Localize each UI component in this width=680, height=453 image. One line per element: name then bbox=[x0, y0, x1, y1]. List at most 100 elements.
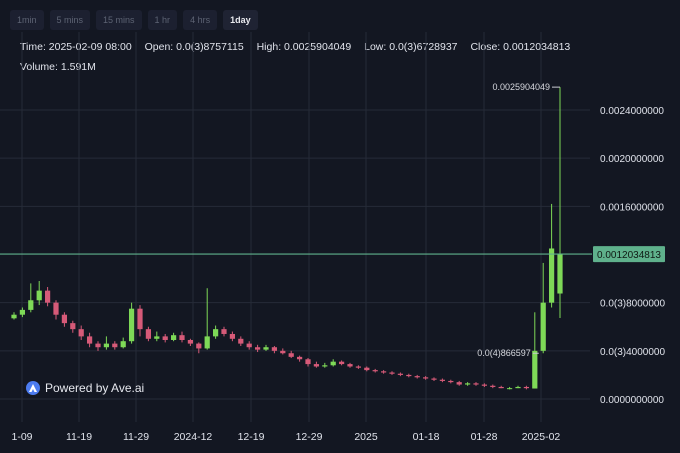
candle-body bbox=[364, 367, 370, 371]
candle-body bbox=[439, 379, 446, 381]
timeframe-button-2[interactable]: 15 mins bbox=[96, 10, 142, 30]
candle-body bbox=[380, 371, 387, 373]
x-tick-label: 12-29 bbox=[296, 431, 323, 443]
x-tick-label: 01-18 bbox=[413, 431, 440, 443]
candle-body bbox=[238, 338, 244, 344]
candle-body bbox=[296, 356, 303, 360]
min-price-label: 0.0(4)866597 bbox=[477, 348, 531, 358]
ohlc-open: Open: 0.0(3)8757115 bbox=[144, 41, 244, 53]
timeframe-button-1[interactable]: 5 mins bbox=[49, 10, 91, 30]
candle-body bbox=[322, 365, 328, 367]
brand-label: Powered by Ave.ai bbox=[45, 381, 145, 395]
candle-body bbox=[187, 339, 194, 344]
candle-body bbox=[506, 388, 513, 390]
candle-body bbox=[389, 372, 395, 374]
candle-body bbox=[406, 374, 412, 377]
timeframe-button-5[interactable]: 1day bbox=[223, 10, 258, 30]
candle-body bbox=[288, 353, 294, 357]
max-price-label: 0.0025904049 bbox=[492, 82, 550, 92]
candle-body bbox=[473, 383, 479, 385]
ohlc-time: Time: 2025-02-09 08:00 bbox=[20, 41, 132, 53]
y-tick-label: 0.0020000000 bbox=[600, 154, 664, 165]
candle-body bbox=[254, 347, 261, 350]
candle-body bbox=[204, 336, 210, 349]
candle-body bbox=[137, 308, 143, 330]
timeframe-button-3[interactable]: 1 hr bbox=[147, 10, 178, 30]
timeframe-button-4[interactable]: 4 hrs bbox=[183, 10, 218, 30]
candle-body bbox=[11, 314, 17, 319]
candle-body bbox=[347, 364, 353, 367]
candle-body bbox=[448, 380, 454, 383]
y-tick-label: 0.0000000000 bbox=[600, 395, 664, 406]
candle-body bbox=[103, 343, 110, 348]
candle-body bbox=[338, 361, 345, 365]
candle-body bbox=[221, 329, 227, 334]
candle-body bbox=[414, 376, 420, 378]
volume-readout: Volume: 1.591M bbox=[20, 61, 106, 73]
ohlc-volume: Volume: 1.591M bbox=[20, 61, 96, 73]
x-tick-label: 12-19 bbox=[238, 431, 265, 443]
candle-body bbox=[271, 347, 278, 351]
candle-body bbox=[28, 300, 34, 310]
candle-body bbox=[313, 364, 320, 367]
x-tick-label: 2025 bbox=[354, 431, 378, 443]
timeframe-toolbar: 1min 5 mins 15 mins 1 hr 4 hrs 1day bbox=[10, 10, 258, 30]
y-tick-label: 0.0024000000 bbox=[600, 106, 664, 117]
candle-body bbox=[548, 248, 555, 303]
ohlc-close: Close: 0.0012034813 bbox=[470, 41, 571, 53]
brand-badge: Powered by Ave.ai bbox=[26, 378, 144, 398]
current-price-label: 0.0012034813 bbox=[597, 250, 661, 261]
candle-body bbox=[128, 308, 135, 342]
x-tick-label: 1-09 bbox=[11, 431, 32, 443]
candle-body bbox=[70, 323, 76, 330]
x-tick-label: 11-19 bbox=[66, 431, 92, 443]
candle-body bbox=[95, 343, 101, 348]
candle-body bbox=[431, 378, 437, 380]
candle-body bbox=[464, 383, 471, 385]
candle-body bbox=[557, 254, 563, 294]
candle-body bbox=[120, 341, 126, 348]
ave-logo-icon bbox=[26, 381, 40, 395]
current-price-tag bbox=[593, 246, 665, 263]
candle-body bbox=[498, 386, 504, 389]
candle-body bbox=[540, 302, 546, 351]
candle-body bbox=[112, 343, 118, 348]
x-tick-label: 11-29 bbox=[123, 431, 149, 443]
candle-body bbox=[229, 333, 236, 339]
candle-body bbox=[53, 302, 59, 315]
candle-body bbox=[145, 329, 152, 339]
candle-body bbox=[372, 370, 378, 372]
candle-body bbox=[523, 386, 530, 389]
candle-body bbox=[456, 382, 462, 385]
candle-body bbox=[515, 386, 521, 389]
y-tick-label: 0.0016000000 bbox=[600, 202, 664, 213]
candle-body bbox=[162, 336, 168, 340]
y-tick-label: 0.0(3)4000000 bbox=[600, 347, 665, 358]
candle-body bbox=[397, 373, 404, 375]
candle-body bbox=[170, 335, 177, 340]
candle-body bbox=[305, 359, 311, 365]
candle-body bbox=[36, 290, 42, 301]
candle-body bbox=[61, 314, 68, 324]
ohlc-readout: Time: 2025-02-09 08:00 Open: 0.0(3)87571… bbox=[20, 41, 580, 53]
candle-body bbox=[490, 385, 496, 387]
x-tick-label: 2025-02 bbox=[522, 431, 561, 443]
y-tick-label: 0.0(3)8000000 bbox=[600, 299, 665, 310]
candle-body bbox=[154, 336, 160, 339]
candle-body bbox=[179, 335, 185, 340]
timeframe-button-0[interactable]: 1min bbox=[10, 10, 44, 30]
ohlc-low: Low: 0.0(3)6728937 bbox=[364, 41, 458, 53]
candle-body bbox=[86, 336, 93, 344]
candle-body bbox=[280, 350, 286, 354]
candle-body bbox=[330, 361, 336, 366]
candle-body bbox=[481, 384, 488, 386]
candle-body bbox=[422, 377, 429, 379]
candle-body bbox=[246, 343, 252, 348]
candle-body bbox=[263, 347, 269, 350]
candle-body bbox=[196, 343, 202, 349]
candle-body bbox=[212, 329, 219, 337]
candle-body bbox=[532, 350, 538, 389]
candle-body bbox=[355, 366, 362, 368]
x-tick-label: 01-28 bbox=[471, 431, 498, 443]
